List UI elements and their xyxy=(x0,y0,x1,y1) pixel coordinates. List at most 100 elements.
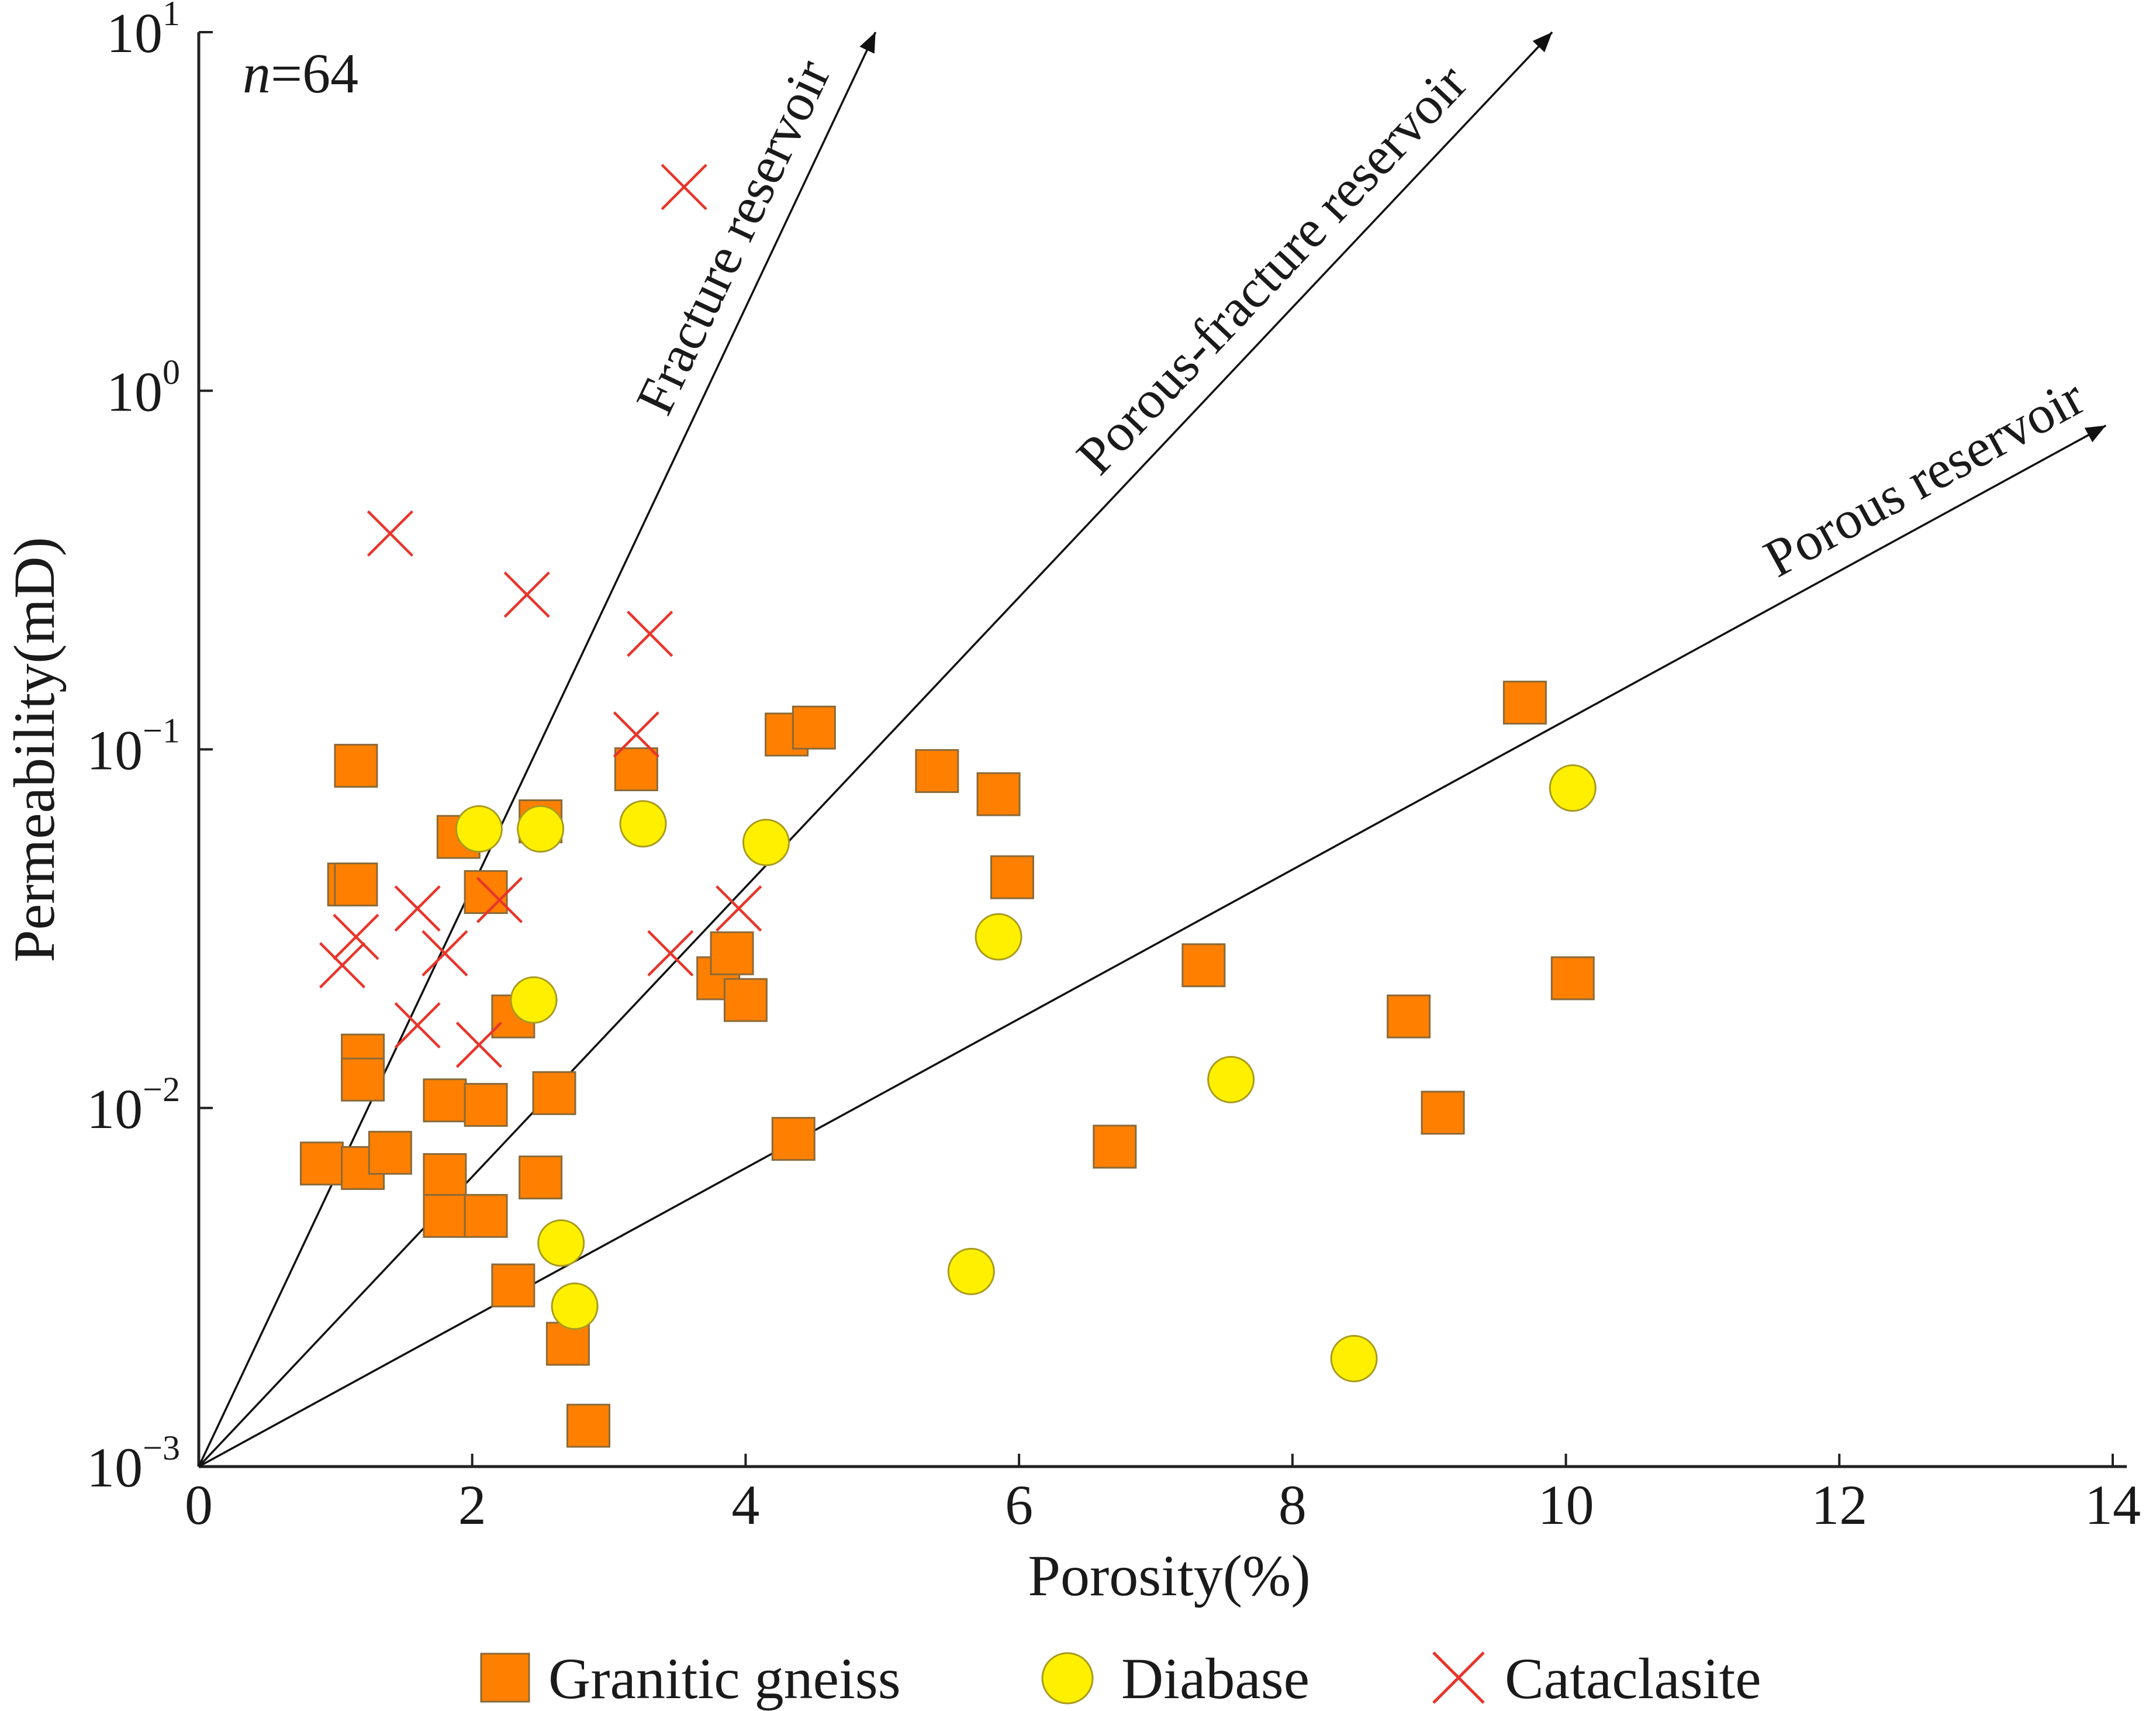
y-tick-label-base: 10 xyxy=(106,360,163,423)
ref-arrowhead-porous-reservoir xyxy=(2084,425,2106,443)
point-granitic-gneiss-33 xyxy=(1181,943,1226,988)
point-cataclasite-0 xyxy=(661,164,707,211)
point-granitic-gneiss-31 xyxy=(990,855,1034,899)
point-cataclasite-2 xyxy=(503,571,550,618)
ref-arrowhead-fracture-reservoir xyxy=(859,32,876,54)
point-cataclasite-6 xyxy=(476,877,523,923)
x-tick-label-14: 14 xyxy=(2085,1474,2141,1536)
point-granitic-gneiss-13 xyxy=(491,1263,535,1308)
point-granitic-gneiss-28 xyxy=(771,1117,816,1161)
point-cataclasite-4 xyxy=(613,711,659,758)
point-diabase-9 xyxy=(1207,1055,1255,1103)
point-granitic-gneiss-18 xyxy=(532,1071,576,1115)
point-granitic-gneiss-10 xyxy=(423,1153,467,1197)
point-granitic-gneiss-20 xyxy=(545,1322,590,1366)
point-granitic-gneiss-11 xyxy=(423,1193,467,1238)
y-axis-title: Permeability(mD) xyxy=(2,537,67,963)
ref-label-fracture-reservoir: Fracture reservoir xyxy=(624,50,842,423)
y-tick-label-3: 10−2 xyxy=(87,1070,180,1140)
y-tick-label-exponent: −1 xyxy=(143,712,180,750)
sample-count-annotation: n=64 xyxy=(243,42,358,105)
point-diabase-3 xyxy=(537,1219,585,1267)
y-tick-label-exponent: −3 xyxy=(143,1429,180,1467)
y-tick-label-0: 101 xyxy=(106,0,180,64)
point-granitic-gneiss-12 xyxy=(464,1193,508,1238)
x-tick-label-6: 6 xyxy=(1005,1474,1033,1536)
y-tick-label-base: 10 xyxy=(106,2,163,64)
point-granitic-gneiss-32 xyxy=(1093,1124,1137,1169)
x-tick-label-10: 10 xyxy=(1538,1474,1594,1536)
point-diabase-8 xyxy=(975,913,1022,961)
point-diabase-11 xyxy=(1549,764,1597,812)
legend-label-cataclasite: Cataclasite xyxy=(1505,1646,1761,1711)
point-granitic-gneiss-5 xyxy=(299,1141,344,1186)
point-granitic-gneiss-19 xyxy=(519,1155,563,1200)
y-tick-label-exponent: 1 xyxy=(163,0,180,33)
legend-label-diabase: Diabase xyxy=(1121,1646,1310,1711)
point-granitic-gneiss-0 xyxy=(334,744,378,788)
x-tick-label-8: 8 xyxy=(1279,1474,1307,1536)
point-diabase-4 xyxy=(551,1282,599,1330)
point-cataclasite-1 xyxy=(367,510,413,557)
point-diabase-2 xyxy=(510,976,558,1024)
point-granitic-gneiss-7 xyxy=(368,1130,412,1175)
point-granitic-gneiss-8 xyxy=(423,1078,467,1123)
x-axis-ticks: 0 2 4 6 8 10 12 14 xyxy=(185,1454,2141,1536)
point-granitic-gneiss-35 xyxy=(1421,1091,1465,1135)
point-cataclasite-13 xyxy=(716,885,762,932)
ref-line-porous-fracture-reservoir xyxy=(198,31,1553,1468)
point-cataclasite-10 xyxy=(394,1002,441,1049)
y-tick-label-base: 10 xyxy=(87,1078,143,1140)
x-tick-label-4: 4 xyxy=(731,1474,759,1536)
ref-line-fracture-reservoir xyxy=(198,32,877,1467)
point-granitic-gneiss-24 xyxy=(710,931,754,975)
y-tick-label-2: 10−1 xyxy=(87,712,180,782)
point-cataclasite-7 xyxy=(333,913,379,960)
point-granitic-gneiss-36 xyxy=(1502,681,1547,725)
reservoir-reference-lines: Fracture reservoir Porous-fracture reserv… xyxy=(198,31,2107,1468)
y-tick-label-1: 100 xyxy=(106,353,180,423)
legend-marker-cataclasite xyxy=(1432,1651,1485,1704)
point-cataclasite-9 xyxy=(421,930,468,977)
point-cataclasite-8 xyxy=(319,942,366,989)
legend-marker-granitic-gneiss xyxy=(480,1653,530,1703)
y-tick-label-base: 10 xyxy=(87,719,143,782)
point-granitic-gneiss-9 xyxy=(464,1082,508,1127)
point-granitic-gneiss-22 xyxy=(614,747,658,792)
legend-label-granitic-gneiss: Granitic gneiss xyxy=(548,1646,901,1711)
x-tick-label-12: 12 xyxy=(1811,1474,1867,1536)
point-diabase-6 xyxy=(742,819,790,867)
y-tick-label-exponent: 0 xyxy=(163,353,180,391)
ref-label-porous-reservoir: Porous reservoir xyxy=(1754,367,2093,589)
point-granitic-gneiss-29 xyxy=(915,749,959,794)
ref-label-porous-fracture-reservoir: Porous-fracture reservoir xyxy=(1065,53,1478,486)
sample-count-n: n xyxy=(243,42,271,105)
data-points xyxy=(299,164,1597,1448)
x-tick-label-0: 0 xyxy=(185,1474,213,1536)
point-granitic-gneiss-2 xyxy=(334,863,378,907)
y-tick-label-4: 10−3 xyxy=(87,1429,180,1499)
point-diabase-7 xyxy=(947,1247,995,1295)
point-diabase-5 xyxy=(619,800,667,848)
point-cataclasite-11 xyxy=(455,1022,502,1068)
legend: Granitic gneiss Diabase Cataclasite xyxy=(480,1646,1761,1711)
point-granitic-gneiss-27 xyxy=(792,705,836,750)
y-tick-label-exponent: −2 xyxy=(143,1070,180,1109)
point-diabase-0 xyxy=(455,805,503,853)
sample-count-value: =64 xyxy=(271,42,358,105)
point-diabase-10 xyxy=(1330,1334,1378,1382)
point-cataclasite-3 xyxy=(627,610,673,657)
point-granitic-gneiss-15 xyxy=(464,870,508,915)
x-tick-label-2: 2 xyxy=(458,1474,486,1536)
ref-line-porous-reservoir xyxy=(198,425,2107,1468)
point-granitic-gneiss-30 xyxy=(976,772,1021,816)
point-granitic-gneiss-34 xyxy=(1387,994,1431,1039)
legend-marker-diabase xyxy=(1041,1652,1094,1705)
ref-arrowhead-porous-fracture-reservoir xyxy=(1532,32,1553,53)
x-axis-title: Porosity(%) xyxy=(1028,1543,1310,1608)
point-cataclasite-5 xyxy=(394,885,441,932)
point-diabase-1 xyxy=(517,805,565,853)
point-cataclasite-12 xyxy=(647,930,694,977)
